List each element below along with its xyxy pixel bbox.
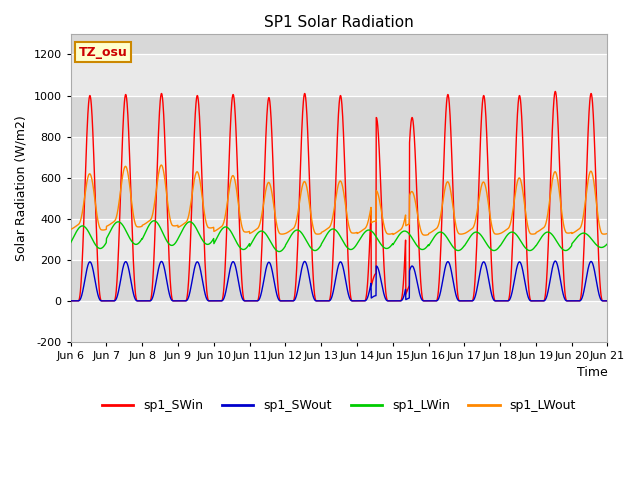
sp1_LWin bbox=[275, 249, 283, 254]
sp1_LWin bbox=[572, 237, 579, 242]
sp1_SWin bbox=[366, 231, 374, 237]
sp1_SWout bbox=[556, 276, 564, 282]
sp1_SWin bbox=[556, 181, 564, 187]
Line: sp1_SWout: sp1_SWout bbox=[70, 261, 607, 301]
sp1_SWout bbox=[495, 298, 502, 304]
sp1_SWin bbox=[604, 298, 611, 304]
sp1_LWout bbox=[67, 227, 74, 232]
sp1_LWin bbox=[217, 228, 225, 234]
sp1_LWout bbox=[421, 232, 429, 238]
sp1_LWout bbox=[557, 198, 564, 204]
sp1_SWin bbox=[67, 298, 74, 304]
Bar bbox=[70, 301, 607, 342]
sp1_SWin bbox=[572, 298, 579, 304]
sp1_SWout bbox=[572, 298, 579, 304]
Bar bbox=[70, 219, 607, 260]
sp1_SWout bbox=[67, 298, 74, 304]
sp1_LWin bbox=[604, 241, 611, 247]
sp1_SWout bbox=[355, 298, 362, 304]
sp1_LWout bbox=[572, 228, 579, 234]
sp1_LWout bbox=[495, 231, 503, 237]
Line: sp1_LWin: sp1_LWin bbox=[70, 221, 607, 252]
sp1_SWout bbox=[216, 298, 224, 304]
Title: SP1 Solar Radiation: SP1 Solar Radiation bbox=[264, 15, 414, 30]
Bar bbox=[70, 137, 607, 178]
X-axis label: Time: Time bbox=[577, 367, 607, 380]
sp1_LWout bbox=[217, 224, 225, 230]
sp1_SWin bbox=[216, 298, 224, 304]
sp1_SWout bbox=[604, 298, 611, 304]
Y-axis label: Solar Radiation (W/m2): Solar Radiation (W/m2) bbox=[15, 115, 28, 261]
sp1_LWin bbox=[557, 244, 564, 250]
Legend: sp1_SWin, sp1_SWout, sp1_LWin, sp1_LWout: sp1_SWin, sp1_SWout, sp1_LWin, sp1_LWout bbox=[97, 395, 581, 417]
sp1_SWin bbox=[495, 298, 502, 304]
sp1_SWout bbox=[366, 285, 374, 291]
sp1_LWin bbox=[495, 244, 503, 250]
sp1_LWout bbox=[367, 208, 374, 214]
sp1_LWin bbox=[150, 218, 158, 224]
sp1_LWout bbox=[355, 230, 362, 236]
Line: sp1_LWout: sp1_LWout bbox=[70, 165, 607, 235]
sp1_LWout bbox=[157, 162, 165, 168]
sp1_LWin bbox=[67, 240, 74, 245]
sp1_SWout bbox=[552, 258, 559, 264]
sp1_LWin bbox=[355, 238, 363, 244]
sp1_SWin bbox=[355, 298, 362, 304]
Text: TZ_osu: TZ_osu bbox=[79, 46, 127, 59]
sp1_SWin bbox=[552, 89, 559, 95]
Bar bbox=[70, 54, 607, 96]
sp1_LWout bbox=[604, 230, 611, 236]
sp1_LWin bbox=[367, 228, 374, 233]
Line: sp1_SWin: sp1_SWin bbox=[70, 92, 607, 301]
